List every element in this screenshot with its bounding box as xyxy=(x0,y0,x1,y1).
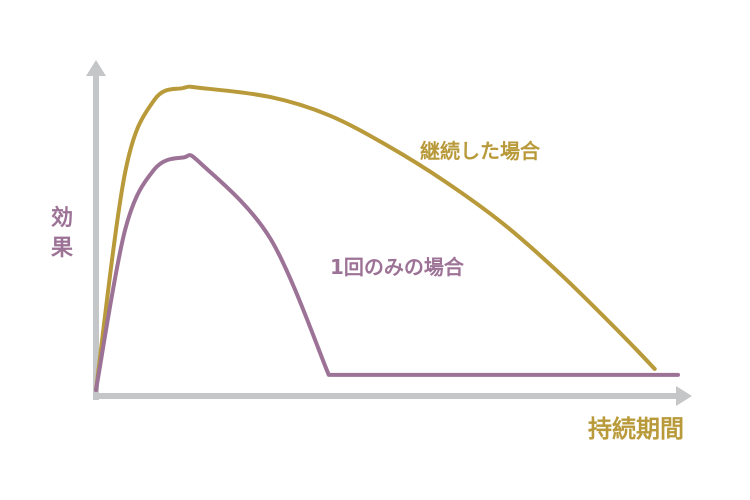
series-label-continuous: 継続した場合 xyxy=(420,139,541,163)
y-axis-arrow xyxy=(86,60,106,76)
x-axis-arrow xyxy=(676,386,692,406)
series-line-1 xyxy=(94,153,680,392)
series-line-0 xyxy=(94,84,657,392)
y-axis-label-line2: 果 xyxy=(51,236,73,261)
series-layer xyxy=(94,84,680,392)
x-axis-label: 持続期間 xyxy=(588,415,684,443)
series-label-single: 1回のみの場合 xyxy=(330,255,465,279)
y-axis-label-line1: 効 xyxy=(51,205,73,231)
axes xyxy=(86,60,692,406)
